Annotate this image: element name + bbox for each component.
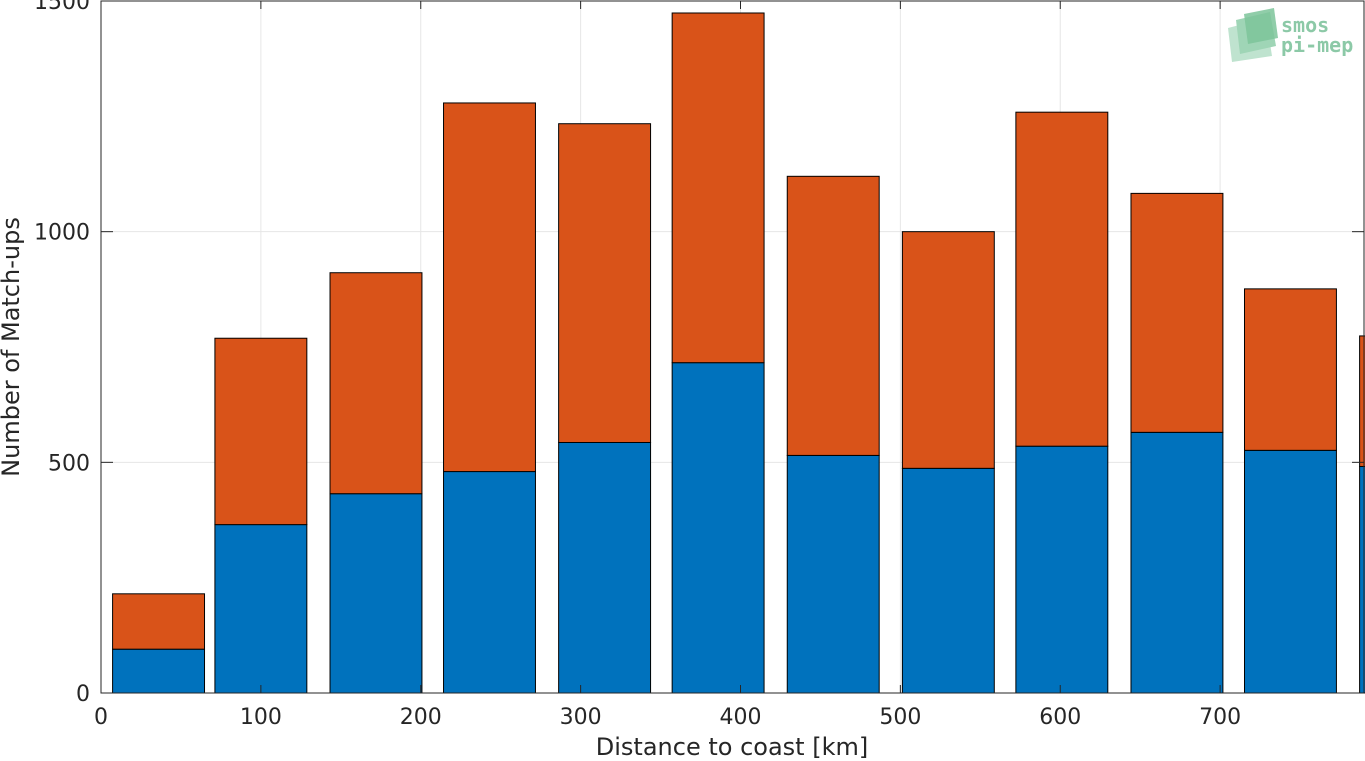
bar-series1-1 — [112, 648, 206, 694]
bar-series2-5 — [558, 123, 652, 443]
x-tick-label: 700 — [1199, 705, 1241, 730]
y-axis-label: Number of Match-ups — [0, 217, 25, 477]
plot-frame — [100, 0, 1365, 694]
bar-series1-11 — [1243, 449, 1337, 694]
bar-series2-9 — [1015, 111, 1109, 447]
bar-series2-3 — [329, 272, 423, 495]
bar-series2-8 — [901, 231, 995, 469]
bar-series2-1 — [112, 593, 206, 650]
logo-text-line1: smos — [1281, 13, 1329, 37]
smos-pimep-logo: smos pi-mep — [1228, 8, 1353, 62]
logo-graphic — [1228, 8, 1278, 62]
x-tick-label: 500 — [879, 705, 921, 730]
x-axis-label: Distance to coast [km] — [596, 733, 868, 761]
bar-series2-6 — [671, 12, 765, 364]
bar-series2-10 — [1130, 192, 1224, 433]
bar-series1-4 — [443, 471, 536, 694]
bar-series1-10 — [1130, 431, 1224, 694]
bar-series1-6 — [671, 362, 765, 694]
y-tick-label: 0 — [76, 682, 90, 707]
bar-series2-4 — [443, 102, 536, 473]
logo-text-line2: pi-mep — [1281, 33, 1353, 57]
bar-series2-12 — [1359, 335, 1365, 467]
bar-series2-7 — [786, 175, 880, 456]
y-tick-label: 500 — [48, 451, 90, 476]
x-tick-label: 100 — [240, 705, 282, 730]
x-tick-label: 200 — [400, 705, 442, 730]
y-tick-label: 1500 — [34, 0, 90, 15]
x-tick-label: 0 — [94, 705, 108, 730]
bar-series2-2 — [214, 337, 308, 526]
x-tick-label: 400 — [719, 705, 761, 730]
bar-series2-11 — [1243, 288, 1337, 451]
bars — [112, 12, 1365, 694]
bar-series1-5 — [558, 441, 652, 694]
bar-series1-8 — [901, 467, 995, 694]
x-axis: 0 100 200 300 400 500 600 700 — [94, 1, 1241, 730]
x-tick-label: 600 — [1039, 705, 1081, 730]
x-tick-label: 300 — [560, 705, 602, 730]
bar-series1-2 — [214, 524, 308, 694]
y-tick-label: 1000 — [34, 221, 90, 246]
bar-series1-7 — [786, 454, 880, 694]
y-axis: 0 500 1000 1500 — [34, 0, 1364, 707]
bar-series1-3 — [329, 493, 423, 694]
bar-series1-9 — [1015, 445, 1109, 694]
bar-series1-12 — [1359, 465, 1365, 694]
